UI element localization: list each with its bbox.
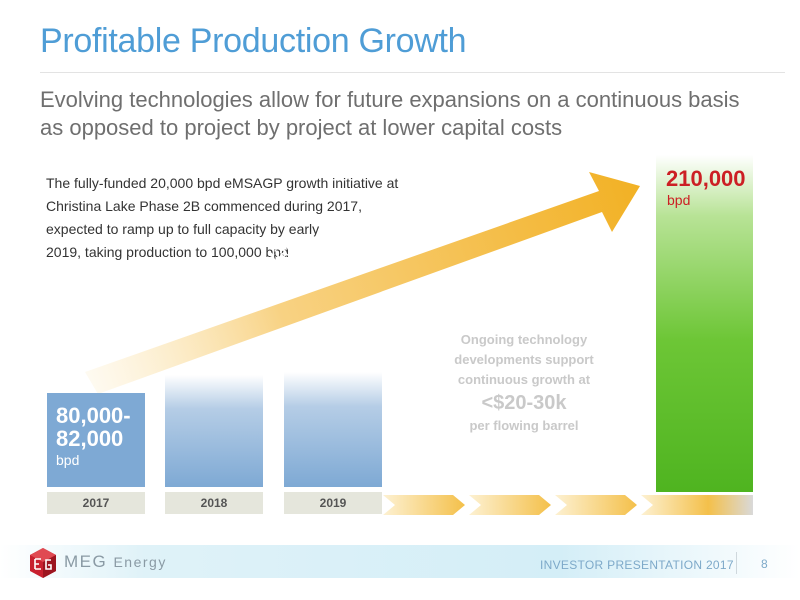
continuation-chevrons: [383, 495, 753, 515]
current-value-line: 82,000: [56, 426, 124, 451]
subtitle-line: Evolving technologies allow for future e…: [40, 87, 740, 112]
growth-arrow-shape: [85, 172, 640, 394]
title-divider: [40, 72, 785, 73]
meg-logo-icon: [30, 548, 56, 578]
year-label-2019: 2019: [284, 492, 382, 514]
year-label-2018: 2018: [165, 492, 263, 514]
body-paragraph: The fully-funded 20,000 bpd eMSAGP growt…: [46, 172, 398, 264]
chevron-arrow-icon: [555, 495, 637, 515]
target-production-unit: bpd: [667, 192, 691, 208]
brand-name-second: Energy: [113, 554, 167, 570]
bar-2019: [284, 372, 382, 487]
target-production-bar: [656, 155, 753, 492]
brand-name: MEG Energy: [64, 552, 167, 572]
body-line: Christina Lake Phase 2B commenced during…: [46, 198, 362, 214]
slide-subtitle: Evolving technologies allow for future e…: [40, 86, 780, 142]
tech-note-line: developments support: [454, 352, 594, 367]
slide-title: Profitable Production Growth: [40, 22, 467, 60]
tech-note-line: continuous growth at: [457, 372, 591, 387]
body-line: expected to ramp up to full capacity by …: [46, 221, 320, 237]
technology-note: Ongoing technology developments support …: [424, 330, 624, 437]
year-label-2017: 2017: [47, 492, 145, 514]
footer-presentation-label: INVESTOR PRESENTATION 2017: [540, 558, 734, 572]
page-number: 8: [761, 557, 768, 571]
body-line: The fully-funded 20,000 bpd eMSAGP growt…: [46, 175, 399, 191]
brand-name-first: MEG: [64, 552, 108, 571]
current-production-value: 80,000- 82,000: [56, 404, 131, 450]
chevron-arrow-icon: [469, 495, 551, 515]
footer-divider: [736, 552, 737, 574]
body-line: 2019, taking production to 100,000 bpd: [46, 244, 289, 260]
bar-2018: [165, 375, 263, 487]
tech-note-cost-unit: per flowing barrel: [469, 418, 579, 433]
current-value-line: 80,000-: [56, 403, 131, 428]
current-production-unit: bpd: [56, 452, 80, 468]
subtitle-line: as opposed to project by project at lowe…: [40, 115, 563, 140]
tech-note-line: Ongoing technology: [460, 332, 588, 347]
target-production-value: 210,000: [666, 166, 746, 191]
footer-band: [0, 545, 800, 578]
tech-note-cost: <$20-30k: [481, 392, 567, 414]
chevron-arrow-icon: [641, 495, 753, 515]
bar-2017: [47, 393, 145, 487]
chevron-arrow-icon: [383, 495, 465, 515]
